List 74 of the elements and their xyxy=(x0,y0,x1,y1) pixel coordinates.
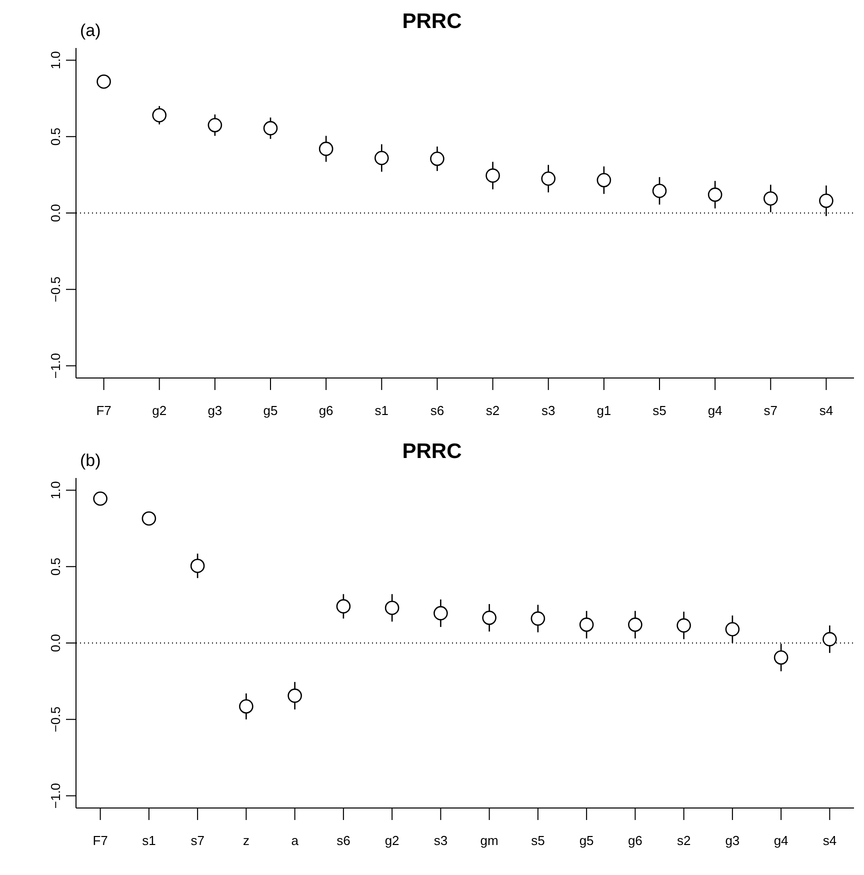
y-tick-label: 0.5 xyxy=(48,558,63,576)
chart-title: PRRC xyxy=(402,10,462,33)
point xyxy=(652,184,667,198)
point xyxy=(263,121,278,136)
x-tick-label: g6 xyxy=(628,833,642,848)
point xyxy=(434,606,448,620)
point xyxy=(628,618,642,632)
x-tick-label: s1 xyxy=(374,403,389,418)
point xyxy=(486,168,500,183)
x-tick-label: g4 xyxy=(774,833,788,848)
point xyxy=(93,491,108,506)
x-tick-label: s5 xyxy=(652,403,666,418)
x-tick-label: F7 xyxy=(92,833,108,848)
y-tick-label: 0.0 xyxy=(48,634,63,652)
y-tick-label: −1.0 xyxy=(48,782,63,809)
point xyxy=(384,600,400,616)
y-tick-label: 1.0 xyxy=(48,481,63,500)
point xyxy=(482,610,496,625)
point xyxy=(676,618,691,633)
x-tick-label: g5 xyxy=(263,403,278,418)
point xyxy=(579,618,594,632)
y-tick-label: −1.0 xyxy=(48,352,63,379)
text: (b) xyxy=(80,451,101,471)
x-tick-label: s1 xyxy=(142,833,156,848)
point xyxy=(822,632,837,646)
point xyxy=(96,74,111,89)
x-tick-label: g3 xyxy=(725,833,740,848)
point xyxy=(541,171,556,186)
x-tick-label: z xyxy=(242,833,250,848)
point xyxy=(152,108,167,122)
x-tick-label: s6 xyxy=(336,833,350,848)
x-tick-label: s2 xyxy=(486,403,500,418)
x-tick-label: g1 xyxy=(596,403,612,418)
point xyxy=(596,173,612,188)
x-tick-label: gm xyxy=(480,833,498,848)
point xyxy=(708,188,722,202)
point xyxy=(725,622,740,636)
y-tick-label: 0.5 xyxy=(48,128,63,146)
point xyxy=(318,142,334,156)
y-tick-label: −0.5 xyxy=(48,706,63,732)
x-tick-label: g6 xyxy=(318,403,334,418)
x-tick-label: g2 xyxy=(384,833,400,848)
y-tick-label: 1.0 xyxy=(48,51,63,70)
point xyxy=(336,599,351,614)
point xyxy=(208,118,222,132)
point xyxy=(142,511,156,526)
point xyxy=(763,191,778,206)
point xyxy=(430,152,444,166)
x-tick-label: s7 xyxy=(764,403,778,418)
point xyxy=(190,558,205,573)
point xyxy=(374,150,389,166)
chart-title: PRRC xyxy=(402,440,462,463)
x-tick-label: g3 xyxy=(208,403,222,418)
x-tick-label: a xyxy=(291,833,300,848)
x-tick-label: s6 xyxy=(430,403,444,418)
x-tick-label: F7 xyxy=(96,403,112,418)
x-tick-label: s7 xyxy=(190,833,204,848)
point xyxy=(819,194,834,208)
x-tick-label: s2 xyxy=(676,833,691,848)
x-tick-label: s4 xyxy=(819,403,834,418)
x-tick-label: g4 xyxy=(708,403,722,418)
x-tick-label: g2 xyxy=(152,403,167,418)
x-tick-label: s5 xyxy=(531,833,545,848)
point xyxy=(288,688,302,703)
point xyxy=(530,611,546,626)
point xyxy=(774,650,788,665)
text: (a) xyxy=(80,21,101,41)
y-tick-label: −0.5 xyxy=(48,276,63,302)
x-tick-label: s4 xyxy=(822,833,837,848)
x-tick-label: s3 xyxy=(434,833,448,848)
y-tick-label: 0.0 xyxy=(48,204,63,222)
point xyxy=(239,699,254,714)
x-tick-label: g5 xyxy=(579,833,594,848)
x-tick-label: s3 xyxy=(541,403,556,418)
